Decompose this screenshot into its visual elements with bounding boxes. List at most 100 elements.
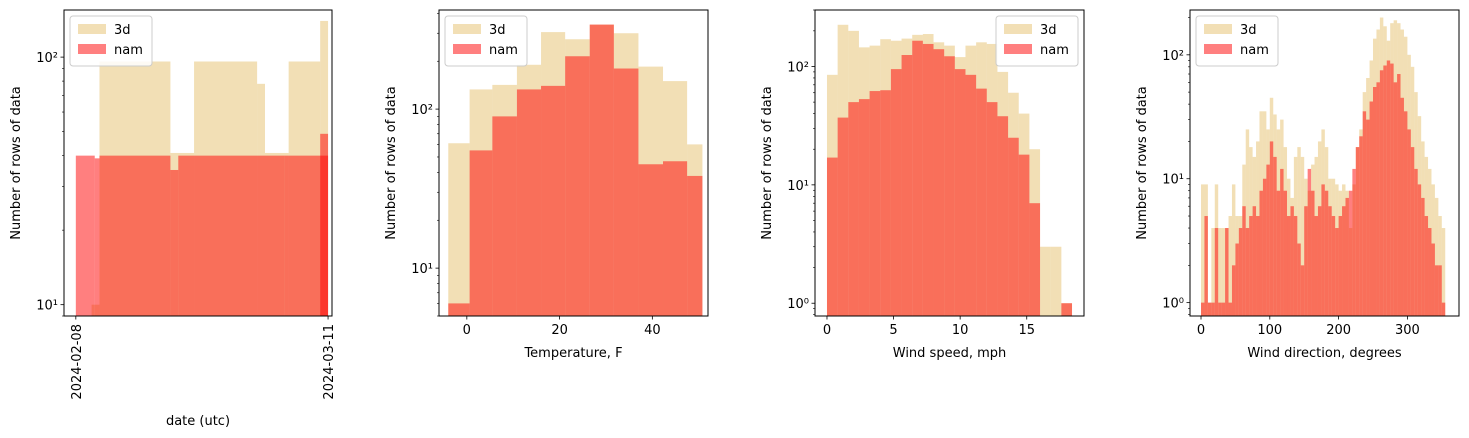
bar-3d <box>1434 197 1439 316</box>
x-tick-label: 10 <box>952 323 969 338</box>
bar-nam <box>1276 190 1281 316</box>
bar-nam <box>1321 184 1325 316</box>
bar-nam <box>1061 303 1073 316</box>
x-axis-label: Wind speed, mph <box>893 346 1007 361</box>
bar-nam <box>858 99 870 316</box>
axes-frame <box>63 9 333 317</box>
bar-nam <box>1376 82 1380 316</box>
bar-nam <box>1324 190 1329 316</box>
bar-nam <box>922 43 934 316</box>
legend-frame <box>1195 15 1279 67</box>
x-tick-label: 2024-02-08 <box>70 324 85 400</box>
y-tick-label: 10¹ <box>787 179 809 194</box>
chart-panel-2: 10¹ 10² 0 20 40 Temperature, F Number of rows … <box>384 9 709 361</box>
y-axis-label: Number of rows of data <box>384 86 399 240</box>
bar-nam <box>75 155 95 316</box>
bar-nam <box>1393 82 1398 316</box>
bar-nam <box>94 158 100 316</box>
bar-3d <box>1050 246 1062 316</box>
bar-nam <box>516 89 542 316</box>
bar-nam <box>1386 60 1391 316</box>
bar-nam <box>890 69 902 316</box>
legend-swatch-3d <box>1004 24 1032 34</box>
bar-nam <box>944 56 955 316</box>
bar-nam <box>1369 101 1374 316</box>
y-tick-label: 10² <box>1162 49 1184 64</box>
x-tick-label: 5 <box>889 323 897 338</box>
axes-frame <box>438 9 709 317</box>
bar-nam <box>912 40 923 316</box>
bar-nam <box>965 74 977 316</box>
plot-area <box>1201 17 1446 316</box>
bar-nam <box>1438 265 1442 316</box>
bar-nam <box>986 102 998 316</box>
bar-nam <box>1362 111 1367 316</box>
bar-nam <box>837 117 849 316</box>
bar-3d <box>1201 184 1205 316</box>
bar-nam <box>448 303 470 316</box>
x-tick-label: 200 <box>1326 323 1351 338</box>
bar-nam <box>1293 216 1298 316</box>
bar-nam <box>1204 216 1208 316</box>
bar-nam <box>880 90 891 316</box>
x-axis-label: Temperature, F <box>523 346 622 361</box>
bar-nam <box>1259 190 1263 316</box>
y-axis-label: Number of rows of data <box>1135 86 1150 240</box>
axes-frame <box>1189 9 1460 317</box>
bar-nam <box>1314 216 1318 316</box>
bar-nam <box>469 150 493 316</box>
bar-nam <box>1379 70 1384 316</box>
bar-nam <box>1383 65 1387 316</box>
y-tick-label: 10² <box>787 60 809 75</box>
y-tick-label: 10¹ <box>411 262 433 277</box>
legend-frame <box>69 15 153 67</box>
x-tick-label: 40 <box>644 323 661 338</box>
bar-nam <box>1431 243 1435 316</box>
bar-nam <box>170 169 179 316</box>
legend: 3d nam <box>1195 15 1279 67</box>
bar-nam <box>1410 147 1415 316</box>
bar-nam <box>1242 206 1246 316</box>
x-tick-label: 300 <box>1395 323 1420 338</box>
series-nam <box>75 133 329 316</box>
bar-nam <box>1245 228 1250 316</box>
x-tick-label: 0 <box>463 323 471 338</box>
bar-nam <box>1201 302 1205 316</box>
bar-nam <box>1287 216 1291 316</box>
bar-nam <box>1283 190 1288 316</box>
legend-label-nam: nam <box>489 43 518 58</box>
bar-nam <box>1373 86 1377 316</box>
bar-nam <box>869 91 881 316</box>
legend-label-nam: nam <box>1240 43 1269 58</box>
bar-nam <box>1231 265 1236 316</box>
bar-nam <box>1262 178 1267 316</box>
bar-3d <box>1297 147 1301 316</box>
chart-panel-4: 10⁰ 10¹ 10² 0 100 200 300 Wind direction, degre… <box>1135 9 1460 361</box>
y-minor-ticks <box>811 9 815 315</box>
bar-nam <box>1359 136 1363 316</box>
bar-nam <box>1218 302 1222 316</box>
bar-nam <box>638 164 664 316</box>
y-tick-label: 10² <box>36 51 58 66</box>
bar-3d <box>1211 228 1215 316</box>
bar-nam <box>1317 206 1322 316</box>
bar-3d <box>1441 228 1446 316</box>
bar-nam <box>613 68 639 316</box>
bar-3d <box>1245 129 1250 316</box>
bar-nam <box>1414 168 1418 316</box>
plot-area <box>826 24 1073 316</box>
y-minor-ticks <box>1186 17 1190 315</box>
bar-nam <box>976 88 987 316</box>
bar-nam <box>1273 156 1277 316</box>
bar-3d <box>1228 216 1232 316</box>
bar-nam <box>1221 302 1226 316</box>
bar-nam <box>1400 97 1404 316</box>
bar-nam <box>1214 228 1219 316</box>
bar-nam <box>1252 206 1257 316</box>
bar-nam <box>99 155 171 316</box>
bar-3d <box>1040 246 1051 316</box>
legend-swatch-nam <box>78 44 106 54</box>
x-tick-label: 15 <box>1018 323 1035 338</box>
x-axis-label: Wind direction, degrees <box>1247 346 1402 361</box>
bar-nam <box>1207 302 1212 316</box>
